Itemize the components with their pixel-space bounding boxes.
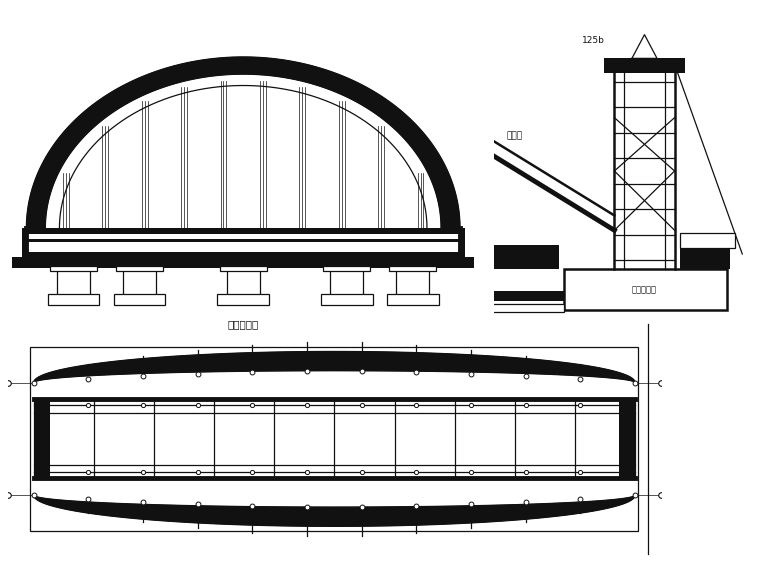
Polygon shape <box>27 57 460 228</box>
FancyBboxPatch shape <box>389 267 436 271</box>
FancyBboxPatch shape <box>114 294 166 305</box>
FancyBboxPatch shape <box>57 268 90 295</box>
FancyBboxPatch shape <box>397 268 429 295</box>
FancyBboxPatch shape <box>679 248 730 269</box>
FancyBboxPatch shape <box>226 268 260 295</box>
FancyBboxPatch shape <box>116 267 163 271</box>
Text: 混凝土基础: 混凝土基础 <box>227 319 259 329</box>
FancyBboxPatch shape <box>619 400 635 478</box>
FancyBboxPatch shape <box>217 294 269 305</box>
FancyBboxPatch shape <box>564 269 727 310</box>
FancyBboxPatch shape <box>22 228 464 256</box>
FancyBboxPatch shape <box>679 233 735 248</box>
Text: 剪刀撙: 剪刀撙 <box>506 131 523 140</box>
FancyBboxPatch shape <box>331 268 363 295</box>
FancyBboxPatch shape <box>12 256 474 268</box>
FancyBboxPatch shape <box>489 245 559 269</box>
FancyBboxPatch shape <box>123 268 156 295</box>
FancyBboxPatch shape <box>387 294 439 305</box>
FancyBboxPatch shape <box>604 58 685 73</box>
FancyBboxPatch shape <box>27 234 460 239</box>
FancyBboxPatch shape <box>48 294 100 305</box>
FancyBboxPatch shape <box>50 267 97 271</box>
FancyBboxPatch shape <box>484 304 564 312</box>
FancyBboxPatch shape <box>33 400 50 478</box>
FancyBboxPatch shape <box>323 267 370 271</box>
FancyBboxPatch shape <box>484 291 564 302</box>
Polygon shape <box>33 495 635 526</box>
Text: 125b: 125b <box>582 36 605 45</box>
FancyBboxPatch shape <box>220 267 267 271</box>
Polygon shape <box>33 352 635 382</box>
FancyBboxPatch shape <box>27 242 460 252</box>
FancyBboxPatch shape <box>321 294 372 305</box>
Text: 混凝土基础: 混凝土基础 <box>632 285 657 294</box>
